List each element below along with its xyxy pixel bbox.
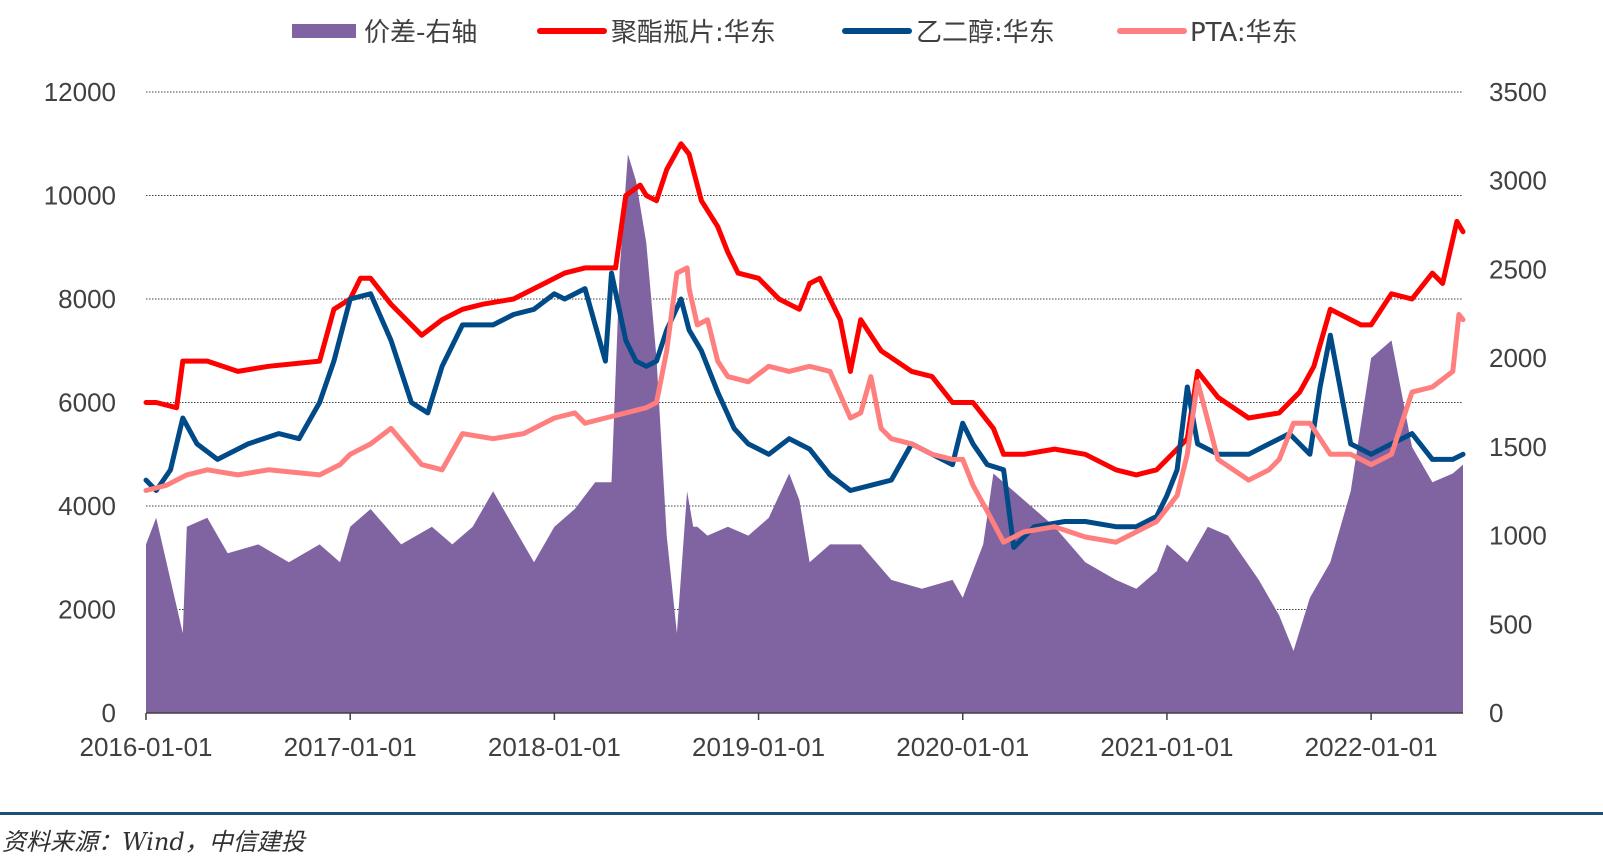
legend-label: 乙二醇:华东 (916, 18, 1055, 48)
series-area-spread (146, 154, 1463, 714)
x-axis-tick-label: 2019-01-01 (692, 732, 825, 762)
legend-label: 价差-右轴 (364, 18, 477, 48)
left-axis-tick-label: 12000 (44, 77, 116, 107)
legend-swatch (292, 24, 356, 38)
left-axis-tick-label: 6000 (58, 388, 116, 418)
x-axis-tick-label: 2016-01-01 (80, 732, 213, 762)
left-axis-tick-label: 0 (102, 698, 116, 728)
series-line-1 (143, 141, 1466, 478)
x-axis-tick-label: 2018-01-01 (488, 732, 621, 762)
legend: 价差-右轴 聚酯瓶片:华东 乙二醇:华东 PTA:华东 (292, 18, 1298, 48)
right-axis-tick-label: 1000 (1489, 521, 1547, 551)
x-axis-tick-label: 2021-01-01 (1100, 732, 1233, 762)
left-axis-tick-label: 2000 (58, 595, 116, 625)
left-axis-tick-label: 10000 (44, 181, 116, 211)
series-line-3 (143, 265, 1466, 545)
left-axis-tick-label: 4000 (58, 491, 116, 521)
x-axis-tick-label: 2020-01-01 (896, 732, 1029, 762)
right-axis-tick-label: 1500 (1489, 432, 1547, 462)
source-divider (0, 812, 1603, 815)
right-axis-tick-label: 3000 (1489, 166, 1547, 196)
source-note: 资料来源：Wind，中信建投 (2, 828, 305, 856)
right-axis-tick-label: 2000 (1489, 343, 1547, 373)
series-line-2 (143, 270, 1466, 550)
right-axis-tick-label: 0 (1489, 698, 1503, 728)
right-axis-tick-label: 3500 (1489, 77, 1547, 107)
right-axis-tick-label: 500 (1489, 609, 1532, 639)
x-axis-tick-label: 2017-01-01 (284, 732, 417, 762)
legend-label: 聚酯瓶片:华东 (611, 18, 776, 48)
legend-label: PTA:华东 (1190, 18, 1298, 48)
x-axis-tick-label: 2022-01-01 (1305, 732, 1438, 762)
right-axis-tick-label: 2500 (1489, 254, 1547, 284)
spread-area-layer (146, 154, 1463, 714)
price-lines-layer (143, 141, 1466, 550)
left-axis-tick-label: 8000 (58, 284, 116, 314)
axes: 0 2000 4000 6000 8000 10000 12000 0 500 1000 1500 2… (44, 77, 1547, 762)
